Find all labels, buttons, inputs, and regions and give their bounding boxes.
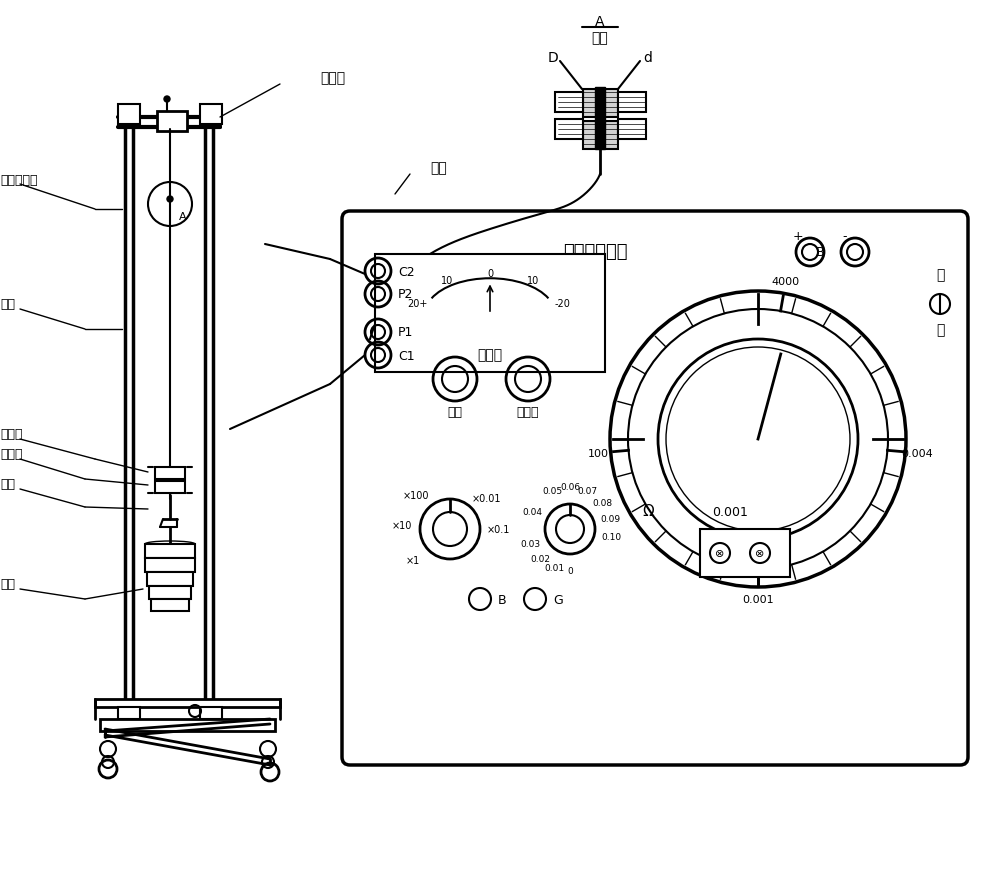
Bar bbox=[583, 122, 618, 150]
Text: G: G bbox=[553, 593, 563, 606]
Text: 待测金属丝: 待测金属丝 bbox=[0, 173, 38, 186]
Circle shape bbox=[167, 197, 173, 203]
Bar bbox=[145, 558, 195, 572]
Text: 10: 10 bbox=[527, 276, 539, 286]
Text: 0: 0 bbox=[567, 567, 573, 576]
Text: 0.10: 0.10 bbox=[601, 532, 621, 541]
Ellipse shape bbox=[145, 542, 195, 547]
Text: 0.004: 0.004 bbox=[902, 449, 933, 458]
Text: ×100: ×100 bbox=[403, 491, 429, 500]
Text: 0.06: 0.06 bbox=[560, 483, 580, 492]
Bar bbox=[151, 600, 189, 611]
Text: 调零: 调零 bbox=[448, 406, 463, 419]
Text: 下夹头: 下夹头 bbox=[0, 448, 23, 461]
Text: P2: P2 bbox=[398, 288, 413, 301]
Bar bbox=[618, 120, 646, 140]
Text: 检流计: 检流计 bbox=[477, 348, 503, 362]
Bar bbox=[100, 719, 275, 731]
Text: 20+: 20+ bbox=[408, 299, 428, 309]
Ellipse shape bbox=[149, 583, 191, 589]
Bar bbox=[200, 104, 222, 125]
Bar bbox=[595, 88, 605, 150]
Text: B: B bbox=[498, 593, 507, 606]
Text: 测量夹: 测量夹 bbox=[0, 428, 23, 441]
Bar bbox=[118, 104, 140, 125]
Text: 0.001: 0.001 bbox=[742, 594, 774, 604]
Text: 0.001: 0.001 bbox=[712, 505, 748, 518]
Text: 灵敏度: 灵敏度 bbox=[517, 406, 539, 419]
Ellipse shape bbox=[151, 596, 189, 602]
Text: ×1: ×1 bbox=[406, 555, 420, 565]
Text: -: - bbox=[843, 230, 847, 243]
Text: 0.07: 0.07 bbox=[578, 487, 598, 496]
Bar bbox=[583, 90, 618, 118]
Text: P1: P1 bbox=[398, 326, 413, 339]
Text: 支架: 支架 bbox=[0, 299, 15, 311]
FancyBboxPatch shape bbox=[342, 212, 968, 765]
Text: 10: 10 bbox=[441, 276, 453, 286]
Text: 0.03: 0.03 bbox=[520, 539, 541, 548]
Bar bbox=[618, 93, 646, 113]
Text: 断: 断 bbox=[936, 322, 944, 336]
Text: 砂码: 砂码 bbox=[0, 478, 15, 491]
Text: 0.08: 0.08 bbox=[592, 498, 612, 507]
Text: 0.04: 0.04 bbox=[522, 507, 542, 516]
Text: 直流双臂电桥: 直流双臂电桥 bbox=[563, 242, 627, 261]
Text: 上夹头: 上夹头 bbox=[320, 71, 345, 85]
Text: ⊗: ⊗ bbox=[755, 549, 765, 558]
Text: 0.09: 0.09 bbox=[601, 514, 621, 523]
Text: ×0.01: ×0.01 bbox=[472, 493, 502, 504]
Bar bbox=[155, 481, 185, 493]
Text: 0.05: 0.05 bbox=[542, 487, 562, 496]
Text: +: + bbox=[793, 230, 803, 243]
Text: Ω: Ω bbox=[642, 504, 654, 519]
Text: A: A bbox=[179, 212, 187, 222]
Bar bbox=[145, 544, 195, 558]
Text: d: d bbox=[644, 51, 652, 65]
Text: 4000: 4000 bbox=[772, 277, 800, 287]
Bar bbox=[700, 529, 790, 578]
Text: D: D bbox=[548, 51, 558, 65]
Text: 托盘: 托盘 bbox=[0, 578, 15, 591]
Bar bbox=[95, 699, 280, 707]
Text: 放大: 放大 bbox=[592, 31, 608, 45]
Bar bbox=[200, 707, 222, 719]
Ellipse shape bbox=[147, 569, 193, 575]
Bar bbox=[118, 707, 140, 719]
Text: 导线: 导线 bbox=[430, 161, 447, 175]
Text: 100: 100 bbox=[588, 449, 609, 458]
Text: C1: C1 bbox=[398, 349, 415, 362]
Circle shape bbox=[164, 97, 170, 103]
Bar bbox=[157, 112, 187, 132]
Text: ×10: ×10 bbox=[392, 521, 412, 530]
Ellipse shape bbox=[145, 556, 195, 561]
Text: 通: 通 bbox=[936, 268, 944, 282]
Bar bbox=[147, 572, 193, 587]
Bar bbox=[555, 120, 583, 140]
Text: B: B bbox=[816, 246, 824, 259]
Text: C2: C2 bbox=[398, 265, 415, 278]
Text: -20: -20 bbox=[554, 299, 570, 309]
Bar bbox=[375, 255, 605, 372]
Text: ×0.1: ×0.1 bbox=[486, 524, 510, 535]
Text: ⊗: ⊗ bbox=[715, 549, 725, 558]
Text: A: A bbox=[595, 15, 605, 29]
Bar bbox=[555, 93, 583, 113]
Text: 0: 0 bbox=[487, 269, 493, 278]
Text: 0.01: 0.01 bbox=[544, 564, 564, 572]
Text: 0.02: 0.02 bbox=[530, 555, 550, 564]
Bar bbox=[149, 587, 191, 600]
Bar bbox=[155, 467, 185, 479]
